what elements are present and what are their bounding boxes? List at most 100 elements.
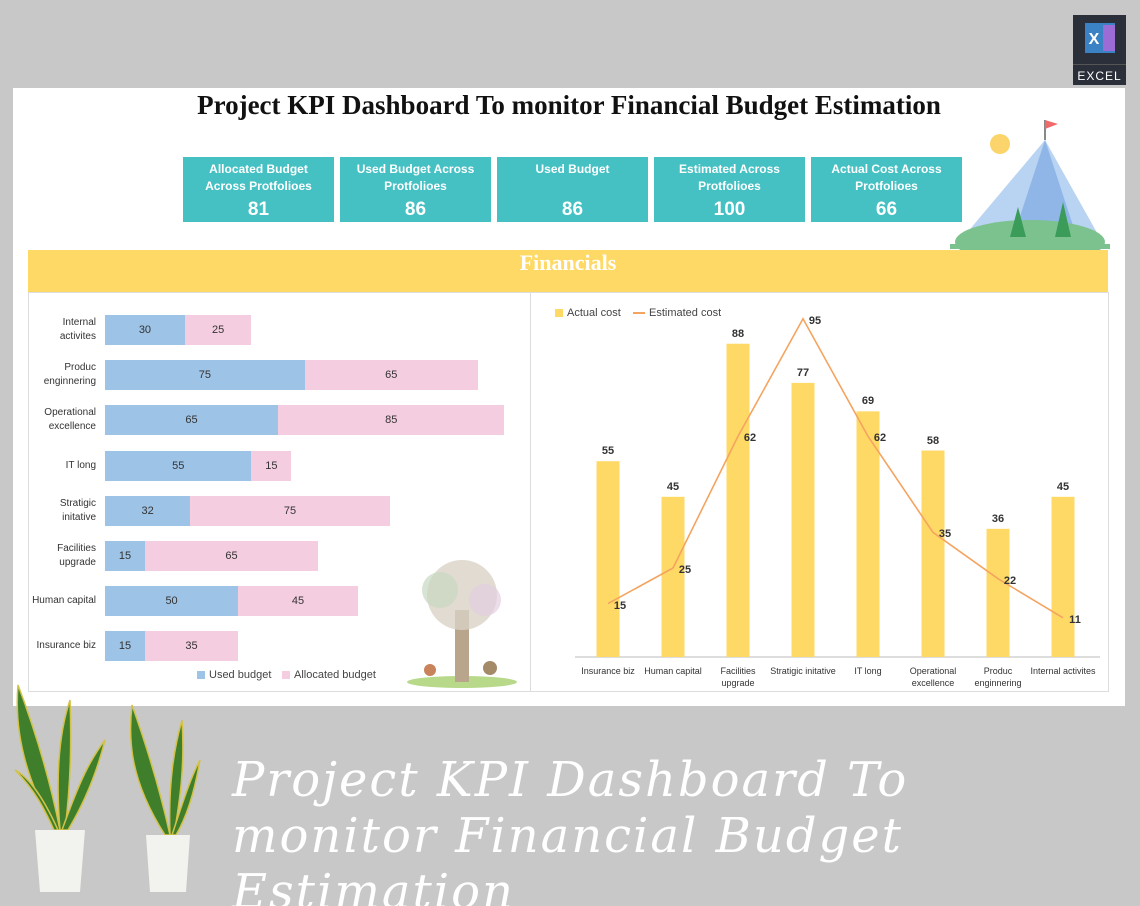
- data-label: 35: [185, 640, 198, 653]
- kpi-value: 86: [561, 199, 584, 220]
- kpi-label: Actual Cost Across Protfolioes: [831, 162, 942, 193]
- data-label: 32: [141, 504, 154, 517]
- line: [607, 317, 1064, 619]
- y-tick-label: Operational excellence: [44, 407, 96, 433]
- data-label: 50: [165, 595, 178, 608]
- data-label: 95: [808, 314, 822, 327]
- x-tick-label: Operational excellence: [909, 666, 957, 688]
- kpi-value: 100: [713, 199, 746, 220]
- y-tick-label: Insurance biz: [36, 640, 96, 652]
- x-tick-label: Stratigic initative: [770, 666, 836, 676]
- bar: [791, 382, 815, 657]
- kpi-card: Actual Cost Across Protfolioes 66: [811, 157, 962, 222]
- bar: [661, 496, 685, 657]
- section-banner: Financials: [28, 250, 1108, 292]
- kpi-label: Allocated Budget Across Protfolioes: [205, 162, 312, 193]
- y-tick-label: Human capital: [32, 595, 96, 607]
- data-label: 35: [938, 528, 952, 541]
- x-tick-label: Facilities upgrade: [720, 666, 756, 688]
- data-label: 62: [743, 432, 757, 445]
- data-label: 69: [861, 395, 875, 408]
- data-label: 65: [385, 369, 398, 382]
- y-tick-label: Produc enginnering: [43, 362, 96, 388]
- y-tick-label: IT long: [65, 459, 96, 471]
- data-label: 25: [678, 564, 692, 576]
- data-label: 15: [118, 550, 132, 562]
- kpi-label: Used Budget: [535, 162, 610, 176]
- chart-frame: [530, 292, 1109, 692]
- bar: [144, 631, 239, 662]
- bar: [105, 450, 252, 481]
- data-label: 88: [731, 327, 745, 340]
- badge-label: EXCEL: [1073, 64, 1126, 83]
- kpi-card: Estimated Across Protfolioes 100: [654, 157, 805, 222]
- legend-item: Actual cost: [555, 307, 621, 319]
- bar: [144, 541, 318, 571]
- y-tick-label: Internal activites: [59, 317, 96, 342]
- title: Project KPI Dashboard To monitor Financi…: [197, 90, 941, 120]
- bar: [105, 631, 145, 662]
- data-label: 85: [385, 414, 398, 427]
- data-label: 15: [265, 459, 278, 472]
- data-label: 55: [601, 445, 615, 458]
- bar: [105, 315, 185, 345]
- bar: [251, 450, 292, 481]
- data-label: 11: [1069, 613, 1081, 626]
- legend-swatch: [555, 309, 563, 317]
- legend-item: Used budget: [197, 669, 271, 681]
- data-label: 65: [225, 550, 238, 562]
- bar: [238, 586, 358, 617]
- data-label: 55: [172, 459, 185, 472]
- x-tick-label: Produc enginnering: [974, 666, 1022, 688]
- bar: [278, 405, 505, 436]
- data-label: 45: [666, 480, 680, 493]
- bar: [184, 315, 252, 345]
- legend-label: Actual cost: [567, 307, 621, 319]
- bar: [105, 586, 239, 617]
- data-label: 75: [198, 369, 211, 382]
- kpi-value: 66: [875, 199, 898, 220]
- tree-illustration: [407, 560, 517, 688]
- bar: [304, 360, 478, 391]
- data-label: 45: [291, 595, 305, 608]
- data-label: 62: [873, 432, 887, 445]
- footer-caption: Project KPI Dashboard To monitor Financi…: [232, 752, 909, 906]
- bar: [921, 450, 945, 657]
- data-label: 36: [991, 512, 1005, 525]
- legend-label: Allocated budget: [294, 669, 376, 681]
- kpi-value: 86: [404, 199, 427, 220]
- bar: [105, 541, 145, 571]
- legend-item: Estimated cost: [633, 307, 721, 319]
- data-label: 58: [926, 434, 940, 447]
- data-label: 77: [796, 366, 810, 379]
- kpi-card: Used Budget Across Protfolioes 86: [340, 157, 491, 222]
- kpi-card: Used Budget 86: [497, 157, 648, 222]
- excel-icon: X: [1085, 23, 1115, 53]
- x-tick-label: Human capital: [644, 666, 702, 676]
- bar: [726, 343, 750, 657]
- svg-text:X: X: [1089, 31, 1100, 48]
- kpi-value: 81: [247, 199, 270, 220]
- x-tick-label: Insurance biz: [581, 666, 635, 676]
- bar: [105, 495, 191, 526]
- bar: [1051, 496, 1075, 657]
- y-tick-label: Stratigic initative: [59, 497, 96, 523]
- x-tick-label: Internal activites: [1030, 666, 1096, 676]
- y-tick-label: Facilities upgrade: [57, 543, 96, 568]
- x-tick-label: IT long: [854, 666, 882, 676]
- bar: [856, 411, 880, 657]
- excel-badge: X EXCEL: [1073, 15, 1126, 85]
- data-label: 15: [613, 599, 627, 612]
- data-label: 15: [118, 640, 132, 653]
- kpi-label: Used Budget Across Protfolioes: [356, 162, 475, 193]
- data-label: 30: [138, 324, 152, 336]
- legend-item: Allocated budget: [282, 669, 376, 681]
- bar: [105, 360, 305, 391]
- bar: [986, 528, 1010, 657]
- legend-label: Estimated cost: [649, 307, 722, 319]
- bar: [596, 461, 620, 657]
- legend-swatch: [197, 671, 205, 679]
- data-label: 22: [1003, 574, 1017, 587]
